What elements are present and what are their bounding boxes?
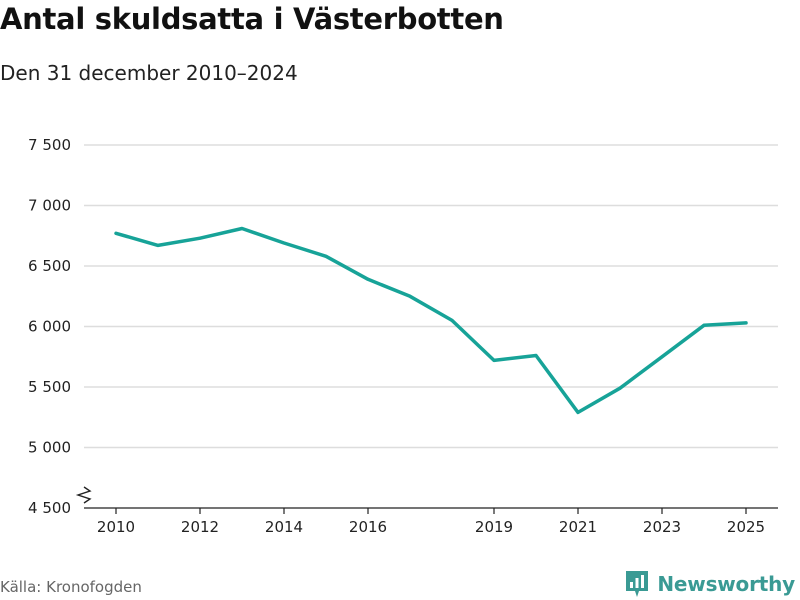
data-point [114,231,118,235]
data-point [576,410,580,414]
brand-name: Newsworthy [657,572,795,596]
x-tick-label: 2023 [643,518,681,536]
x-tick-label: 2014 [265,518,303,536]
data-point [618,386,622,390]
data-point [492,358,496,362]
x-tick-label: 2010 [97,518,135,536]
data-point [534,354,538,358]
x-tick-label: 2021 [559,518,597,536]
gridlines [84,144,778,449]
axis-break-icon [75,486,92,504]
series-line [114,226,748,415]
data-point [198,236,202,240]
x-tick-label: 2025 [727,518,765,536]
x-tick-label: 2016 [349,518,387,536]
source-note: Källa: Kronofogden [0,578,142,596]
chart-title: Antal skuldsatta i Västerbotten [0,2,504,36]
data-point [660,355,664,359]
x-tick-label: 2012 [181,518,219,536]
y-tick-label: 4 500 [28,499,71,517]
y-tick-label: 5 500 [28,378,71,396]
y-tick-label: 7 000 [28,197,71,215]
series [114,226,748,415]
x-tick-label: 2019 [475,518,513,536]
y-tick-label: 7 500 [28,136,71,154]
y-tick-label: 5 000 [28,439,71,457]
data-point [744,321,748,325]
data-point [240,226,244,230]
data-point [282,241,286,245]
data-point [450,318,454,322]
data-point [324,254,328,258]
axes: 4 500 5 000 5 500 6 000 6 500 7 000 7 500 2010 2… [28,136,778,536]
newsworthy-logo-icon [626,571,649,597]
data-point [702,323,706,327]
chart-subtitle: Den 31 december 2010–2024 [0,61,298,85]
data-point [408,294,412,298]
brand: Newsworthy [624,569,795,599]
data-point [366,277,370,281]
y-tick-label: 6 500 [28,257,71,275]
y-tick-label: 6 000 [28,318,71,336]
data-point [156,243,160,247]
